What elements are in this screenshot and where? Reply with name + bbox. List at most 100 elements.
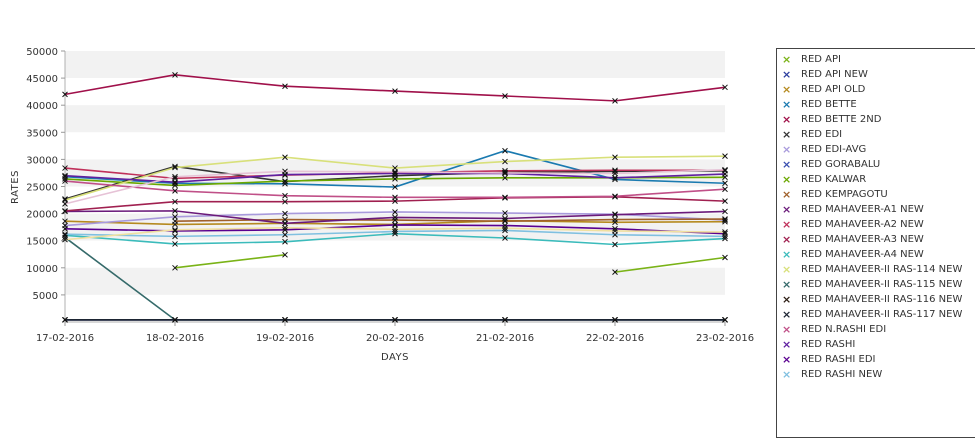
grid-band xyxy=(65,240,725,268)
legend-label: RED EDI-AVG xyxy=(801,144,867,155)
point-cross-b xyxy=(172,316,178,323)
point-cross-b xyxy=(612,98,618,104)
point-cross-b xyxy=(282,168,288,175)
series-point xyxy=(172,213,178,220)
series-point xyxy=(172,164,178,171)
legend-marker-icon: × xyxy=(782,128,792,141)
series-point xyxy=(722,235,728,242)
legend-item: × RED EDI-AVG xyxy=(777,144,975,155)
point-cross-b xyxy=(392,226,398,233)
series-point xyxy=(612,269,618,275)
series-point xyxy=(282,192,288,199)
point-cross-b xyxy=(502,210,508,216)
series-point xyxy=(722,229,728,235)
y-tick-label: 35000 xyxy=(26,128,58,139)
series-point xyxy=(62,225,68,232)
point-cross-b xyxy=(722,186,728,193)
legend-item: × RED RASHI NEW xyxy=(777,369,975,380)
point-cross-b xyxy=(612,216,618,223)
point-cross-b xyxy=(62,208,68,214)
series-point xyxy=(722,84,728,91)
point-cross-b xyxy=(62,225,68,232)
legend-marker-icon: × xyxy=(782,263,792,276)
point-cross-b xyxy=(612,241,618,248)
point-cross-b xyxy=(172,228,178,234)
series-point xyxy=(612,225,618,232)
series-point xyxy=(62,231,68,238)
legend-item: × RED MAHAVEER-A4 NEW xyxy=(777,249,975,260)
point-cross-b xyxy=(62,218,68,225)
point-cross-b xyxy=(172,264,178,271)
x-tick-label: 23-02-2016 xyxy=(696,333,754,344)
y-tick-label: 50000 xyxy=(26,47,58,58)
legend-list: × RED API × RED API NEW × RED API OLD × RED BET… xyxy=(777,49,975,380)
legend-marker-icon: × xyxy=(782,278,792,291)
series-point xyxy=(392,222,398,228)
series-point xyxy=(172,173,178,180)
x-axis-ticks: 17-02-2016 18-02-2016 19-02-2016 20-02-2016… xyxy=(36,322,754,344)
x-axis-title: DAYS xyxy=(381,352,409,363)
series-point xyxy=(392,226,398,233)
point-cross-b xyxy=(722,254,728,261)
point-cross-b xyxy=(282,210,288,217)
legend-item: × RED RASHI xyxy=(777,339,975,350)
series-point xyxy=(722,233,728,240)
chart-legend: × RED API × RED API NEW × RED API OLD × RED BET… xyxy=(776,48,975,438)
legend-label: RED API NEW xyxy=(801,69,868,80)
grid-band xyxy=(65,132,725,160)
legend-marker-icon: × xyxy=(782,98,792,111)
point-cross-b xyxy=(172,71,178,78)
point-cross-b xyxy=(62,236,68,243)
point-cross-b xyxy=(612,316,618,323)
point-cross-b xyxy=(502,215,508,222)
series-point xyxy=(722,198,728,204)
point-cross-b xyxy=(612,168,618,175)
series-point xyxy=(612,176,618,183)
y-tick-label: 30000 xyxy=(26,155,58,166)
series-point xyxy=(392,228,398,235)
series-point xyxy=(392,316,398,323)
legend-marker-icon: × xyxy=(782,248,792,261)
legend-label: RED BETTE xyxy=(801,99,857,110)
legend-marker-icon: × xyxy=(782,218,792,231)
point-cross-b xyxy=(62,200,68,207)
point-cross-b xyxy=(172,241,178,247)
point-cross-b xyxy=(722,166,728,173)
series-point xyxy=(502,215,508,222)
grid-band xyxy=(65,267,725,295)
series-line xyxy=(174,253,286,269)
point-cross-b xyxy=(282,231,288,238)
point-cross-b xyxy=(282,83,288,90)
series-point xyxy=(62,91,68,98)
series-point xyxy=(392,230,398,237)
legend-label: RED RASHI xyxy=(801,339,856,350)
series-point xyxy=(722,180,728,187)
legend-label: RED MAHAVEER-A3 NEW xyxy=(801,234,924,245)
legend-item: × RED MAHAVEER-II RAS-114 NEW xyxy=(777,264,975,275)
legend-label: RED RASHI EDI xyxy=(801,354,876,365)
legend-marker-icon: × xyxy=(782,158,792,171)
legend-marker-icon: × xyxy=(782,188,792,201)
point-cross-b xyxy=(172,163,178,170)
series-point xyxy=(62,232,68,239)
legend-label: RED MAHAVEER-A1 NEW xyxy=(801,204,924,215)
line-chart: 5000 10000 15000 20000 25000 30000 35000 40000 4… xyxy=(10,47,754,363)
x-tick-label: 22-02-2016 xyxy=(586,333,644,344)
series-point xyxy=(62,316,68,323)
series-point xyxy=(62,200,68,207)
point-cross-b xyxy=(392,230,398,237)
point-cross-b xyxy=(62,91,68,98)
point-cross-b xyxy=(282,224,288,231)
legend-marker-icon: × xyxy=(782,338,792,351)
x-tick-label: 21-02-2016 xyxy=(476,333,534,344)
legend-item: × RED N.RASHI EDI xyxy=(777,324,975,335)
point-cross-b xyxy=(612,174,618,181)
series-point xyxy=(172,180,178,187)
point-cross-b xyxy=(722,235,728,242)
point-cross-b xyxy=(722,217,728,223)
point-cross-b xyxy=(172,173,178,180)
legend-label: RED BETTE 2ND xyxy=(801,114,882,125)
series-line xyxy=(614,256,726,273)
series-markers xyxy=(62,71,728,323)
x-tick-label: 18-02-2016 xyxy=(146,333,204,344)
